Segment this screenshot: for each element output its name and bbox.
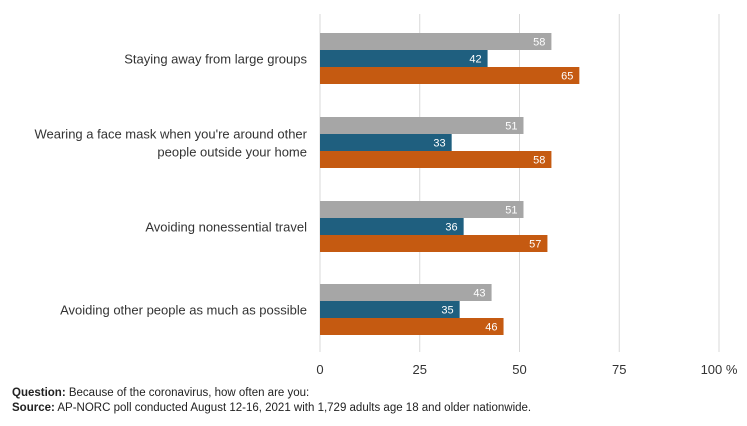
category-label: Avoiding other people as much as possibl… <box>60 303 307 318</box>
bar-value-label: 43 <box>473 288 485 300</box>
bar <box>320 218 464 235</box>
bar <box>320 318 504 335</box>
bar-value-label: 57 <box>529 239 541 251</box>
bar <box>320 134 452 151</box>
bar-value-label: 51 <box>505 205 517 217</box>
category-labels: Staying away from large groups Wearing a … <box>34 52 307 318</box>
x-tick-label: 75 <box>612 362 626 377</box>
bar-chart: 58 42 65 51 33 58 51 36 57 43 35 46 Staying away fr… <box>34 14 738 377</box>
bar-value-label: 58 <box>533 155 545 167</box>
bar-value-label: 65 <box>561 71 573 83</box>
bar-value-label: 51 <box>505 121 517 133</box>
bar-value-label: 42 <box>469 54 481 66</box>
category-label: Staying away from large groups <box>124 52 307 67</box>
source-text: AP-NORC poll conducted August 12-16, 202… <box>54 402 532 414</box>
bar-value-label: 33 <box>433 138 445 150</box>
bar <box>320 235 548 252</box>
source-line: Source: AP-NORC poll conducted August 12… <box>12 401 531 416</box>
bar-value-label: 46 <box>485 322 497 334</box>
bar <box>320 284 492 301</box>
bar <box>320 151 552 168</box>
x-tick-label: 0 <box>316 362 323 377</box>
category-label: Wearing a face mask when you're around o… <box>34 127 307 160</box>
x-tick-label: 25 <box>413 362 427 377</box>
bars: 58 42 65 51 33 58 51 36 57 43 35 46 <box>320 33 580 335</box>
source-label: Source: <box>12 402 55 414</box>
bar <box>320 301 460 318</box>
category-label: Avoiding nonessential travel <box>145 220 307 235</box>
bar <box>320 201 524 218</box>
question-label: Question: <box>12 387 66 399</box>
bar <box>320 50 488 67</box>
bar <box>320 117 524 134</box>
x-axis-ticks: 0 25 50 75 100 % <box>316 362 737 377</box>
chart-footer: Question: Because of the coronavirus, ho… <box>12 386 531 416</box>
bar-value-label: 36 <box>445 222 457 234</box>
bar <box>320 33 552 50</box>
x-tick-label: 50 <box>512 362 526 377</box>
bar-value-label: 35 <box>441 305 453 317</box>
bar-value-label: 58 <box>533 37 545 49</box>
question-line: Question: Because of the coronavirus, ho… <box>12 386 531 401</box>
bar <box>320 67 580 84</box>
question-text: Because of the coronavirus, how often ar… <box>65 387 310 399</box>
x-tick-label: 100 % <box>701 362 738 377</box>
